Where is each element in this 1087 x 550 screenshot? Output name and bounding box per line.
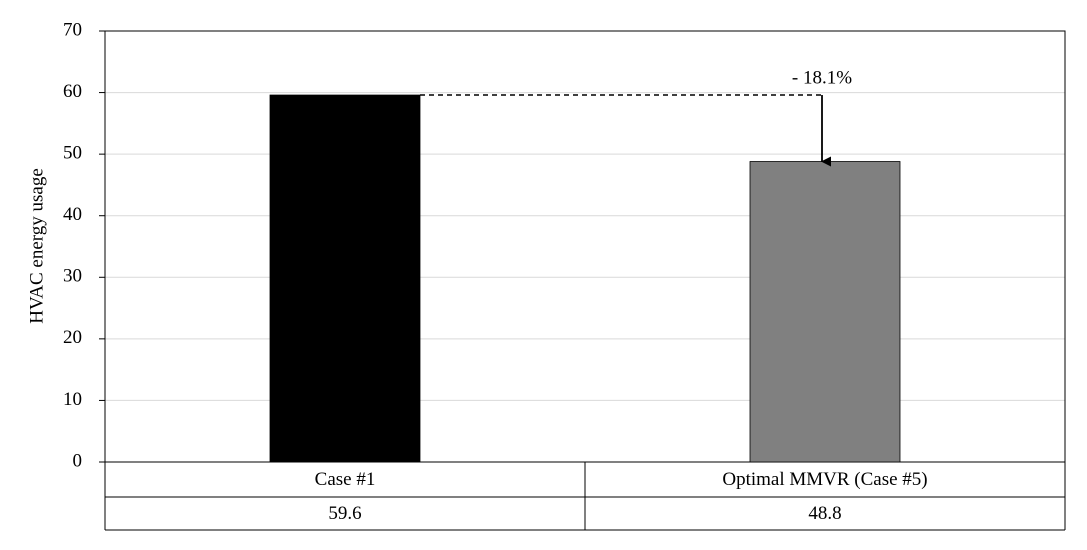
x-tick-label: Case #1 [315,469,376,490]
bar [269,94,421,463]
y-axis-label: HVAC energy usage [26,168,47,324]
y-tick-label: 40 [63,204,82,225]
y-tick-label: 10 [63,389,82,410]
y-tick-label: 0 [73,450,83,471]
x-tick-label: Optimal MMVR (Case #5) [722,469,927,490]
table-value: 48.8 [808,503,841,524]
table-value: 59.6 [328,503,361,524]
y-tick-label: 70 [63,19,82,40]
annotation: - 18.1% [792,67,852,88]
y-tick-label: 20 [63,327,82,348]
y-tick-label: 60 [63,81,82,102]
y-tick-label: 30 [63,266,82,287]
bar [749,161,901,463]
y-tick-label: 50 [63,143,82,164]
